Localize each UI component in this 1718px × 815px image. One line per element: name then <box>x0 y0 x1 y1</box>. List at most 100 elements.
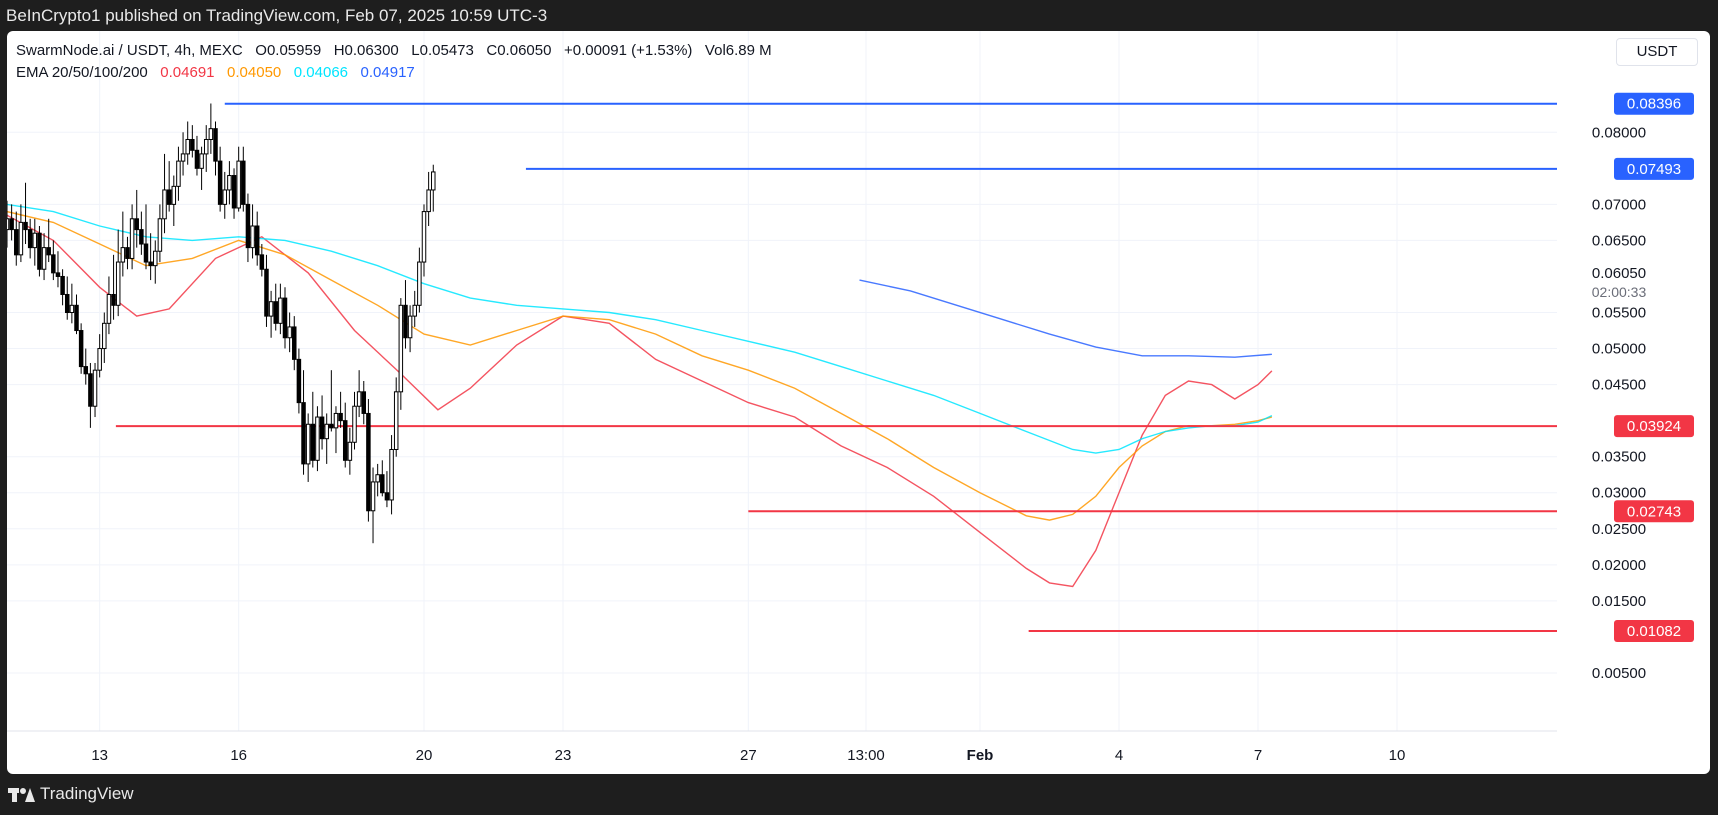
candle-body <box>375 474 380 483</box>
price-tick-label: 0.06500 <box>1592 232 1646 249</box>
candle-body <box>431 171 436 191</box>
candle-body <box>292 326 297 360</box>
candle-body <box>97 348 102 371</box>
open-value: 0.05959 <box>266 42 322 59</box>
candle-body <box>115 261 121 306</box>
candle-body <box>190 138 195 151</box>
currency-button[interactable]: USDT <box>1616 38 1698 66</box>
ema-legend: EMA 20/50/100/200 0.04691 0.04050 0.0406… <box>16 64 415 81</box>
grid <box>7 31 1557 732</box>
candle-body <box>92 369 98 407</box>
support-label: 0.03924 <box>1627 418 1681 435</box>
time-tick-label: 27 <box>740 747 757 764</box>
price-tick-label: 0.04500 <box>1592 377 1646 394</box>
candle-body <box>69 304 75 314</box>
time-tick-label: 13:00 <box>847 747 885 764</box>
candle-body <box>347 441 353 461</box>
price-chart-svg[interactable]: 0.00500 0.01500 0.02000 0.02500 0.03000 0.035… <box>7 31 1710 774</box>
candle-body <box>310 423 316 461</box>
low-label: L <box>411 42 420 59</box>
candle-body <box>305 423 311 465</box>
candle-body <box>380 474 385 494</box>
candle-body <box>37 232 42 270</box>
price-axis: 0.00500 0.01500 0.02000 0.02500 0.03000 0.035… <box>1592 124 1647 682</box>
close-label: C <box>486 42 498 59</box>
candle-body <box>319 416 325 440</box>
candle-body <box>32 232 38 249</box>
candle-body <box>389 448 394 501</box>
high-label: H <box>333 42 345 59</box>
close-value: 0.06050 <box>497 42 552 59</box>
volume-label: Vol <box>704 42 726 59</box>
candle-body <box>9 218 14 231</box>
price-tick-label: 0.02500 <box>1592 521 1646 538</box>
level-labels: 0.08396 0.07493 0.03924 0.02743 0.01082 <box>1614 92 1694 643</box>
candle-body <box>162 189 167 220</box>
candle-body <box>236 160 241 209</box>
time-tick-label: 23 <box>555 747 572 764</box>
symbol-name[interactable]: SwarmNode.ai / USDT, 4h, MEXC <box>16 42 243 59</box>
chart-pane[interactable]: 0.00500 0.01500 0.02000 0.02500 0.03000 0.035… <box>7 31 1710 774</box>
candle-body <box>213 128 218 162</box>
publisher-attribution: BeInCrypto1 published on TradingView.com… <box>6 6 548 25</box>
candle-body <box>83 366 89 375</box>
candle-body <box>278 297 283 324</box>
candle-body <box>171 185 177 205</box>
ema-label[interactable]: EMA 20/50/100/200 <box>16 64 148 81</box>
candle-body <box>222 189 228 205</box>
candle-body <box>407 315 413 339</box>
resistance-label: 0.08396 <box>1627 96 1681 113</box>
candle-body <box>208 128 214 140</box>
candle-body <box>194 149 200 169</box>
candle-body <box>139 229 144 245</box>
resistance-label: 0.07493 <box>1627 161 1681 178</box>
candle-body <box>296 358 302 404</box>
price-tick-label: 0.05000 <box>1592 341 1646 358</box>
candle-body <box>78 330 84 368</box>
candle-body <box>366 412 371 512</box>
tradingview-footer[interactable]: TradingView <box>8 784 134 804</box>
price-tick-label: 0.08000 <box>1592 124 1646 141</box>
support-label-bg <box>1614 620 1694 643</box>
candle-body <box>120 247 126 263</box>
support-label-bg <box>1614 500 1694 523</box>
time-axis: 13 16 20 23 27 13:00 Feb 4 7 10 <box>91 747 1405 764</box>
candle-body <box>282 297 288 339</box>
candle-body <box>102 322 107 350</box>
candle-body <box>273 301 278 324</box>
change-value: +0.00091 (+1.53%) <box>563 42 693 59</box>
candle-body <box>185 138 190 155</box>
candle-body <box>301 402 306 465</box>
candle-body <box>370 481 376 512</box>
candle-body <box>245 203 251 249</box>
candle-body <box>333 412 339 429</box>
candle-body <box>287 326 292 339</box>
candle-body <box>41 247 47 270</box>
ema200-value: 0.04917 <box>360 64 415 81</box>
candle-body <box>329 423 334 429</box>
candle-body <box>412 304 417 317</box>
time-tick-label: 20 <box>416 747 433 764</box>
time-tick-label: 7 <box>1254 747 1262 764</box>
candle-body <box>166 189 172 205</box>
candles <box>7 103 436 544</box>
open-label: O <box>255 42 267 59</box>
candle-body <box>268 301 274 317</box>
candle-body <box>106 293 112 324</box>
current-price-label: 0.06050 <box>1592 265 1646 282</box>
candle-body <box>324 423 329 440</box>
candle-body <box>361 391 367 414</box>
candle-body <box>352 405 357 443</box>
time-tick-label: Feb <box>967 747 994 764</box>
candle-body <box>74 304 79 332</box>
time-tick-label: 13 <box>91 747 108 764</box>
candle-body <box>55 272 61 277</box>
resistance-label-bg <box>1614 157 1694 180</box>
candle-body <box>148 261 153 267</box>
candle-body <box>153 250 158 267</box>
candle-body <box>14 229 19 256</box>
candle-body <box>403 304 408 339</box>
candle-body <box>259 254 265 270</box>
price-tick-label: 0.01500 <box>1592 593 1646 610</box>
candle-body <box>60 275 65 295</box>
